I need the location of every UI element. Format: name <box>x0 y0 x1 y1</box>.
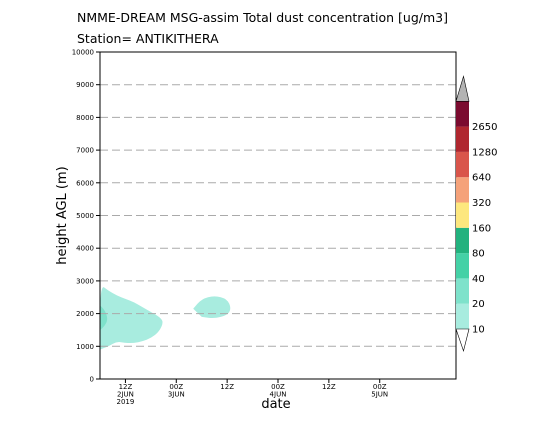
x-tick-label: 12Z <box>322 383 336 391</box>
colorbar: 10 20 40 80 160 320 640 1280 2650 <box>455 75 497 353</box>
colorbar-box <box>456 303 469 329</box>
y-tick-label: 3000 <box>76 277 94 285</box>
colorbar-box <box>456 177 469 203</box>
chart-title: NMME-DREAM MSG-assim Total dust concentr… <box>77 10 448 25</box>
dust-region-1 <box>193 296 231 318</box>
y-tick-label: 10000 <box>72 49 94 57</box>
colorbar-label: 640 <box>472 173 491 184</box>
x-tick-label: 00Z <box>169 383 183 391</box>
colorbar-label: 320 <box>472 198 491 209</box>
colorbar-box <box>456 101 469 127</box>
colorbar-box <box>456 126 469 152</box>
y-tick-label: 2000 <box>76 310 94 318</box>
colorbar-box <box>456 253 469 279</box>
colorbar-box <box>456 202 469 228</box>
x-axis-label: date <box>261 397 290 412</box>
y-tick-label: 0 <box>90 376 94 384</box>
colorbar-label: 40 <box>472 274 485 285</box>
colorbar-bottom-triangle <box>455 328 470 353</box>
colorbar-label: 1280 <box>472 147 497 158</box>
colorbar-label: 80 <box>472 249 485 260</box>
gridlines <box>100 84 456 347</box>
contour-regions <box>100 287 231 350</box>
y-tick-label: 4000 <box>76 245 94 253</box>
y-tick-label: 9000 <box>76 81 94 89</box>
x-tick-label: 4JUN <box>270 391 287 399</box>
colorbar-box <box>456 278 469 304</box>
dust-region-0 <box>100 287 163 350</box>
colorbar-label: 160 <box>472 223 491 234</box>
y-tick-label: 7000 <box>76 147 94 155</box>
x-tick-label: 12Z <box>119 383 133 391</box>
x-tick-label: 00Z <box>373 383 387 391</box>
chart-subtitle: Station= ANTIKITHERA <box>77 31 219 46</box>
y-tick-label: 8000 <box>76 114 94 122</box>
x-tick-label: 5JUN <box>371 391 388 399</box>
x-tick-label: 3JUN <box>168 391 185 399</box>
y-axis-label: height AGL (m) <box>55 166 70 265</box>
colorbar-label: 20 <box>472 299 485 310</box>
x-tick-label: 12Z <box>220 383 234 391</box>
x-tick-label: 2019 <box>117 398 135 406</box>
colorbar-box <box>456 227 469 254</box>
y-axis-ticks: 0 1000 2000 3000 4000 5000 6000 7000 8000 9000 100… <box>72 49 100 384</box>
y-tick-label: 1000 <box>76 343 94 351</box>
dust-region-2 <box>100 305 108 330</box>
colorbar-top-triangle <box>455 75 470 102</box>
colorbar-label: 2650 <box>472 122 497 133</box>
colorbar-label: 10 <box>472 325 485 336</box>
y-tick-label: 6000 <box>76 179 94 187</box>
colorbar-box <box>456 151 469 178</box>
x-tick-label: 00Z <box>271 383 285 391</box>
y-tick-label: 5000 <box>76 212 94 220</box>
x-tick-label: 2JUN <box>117 391 134 399</box>
